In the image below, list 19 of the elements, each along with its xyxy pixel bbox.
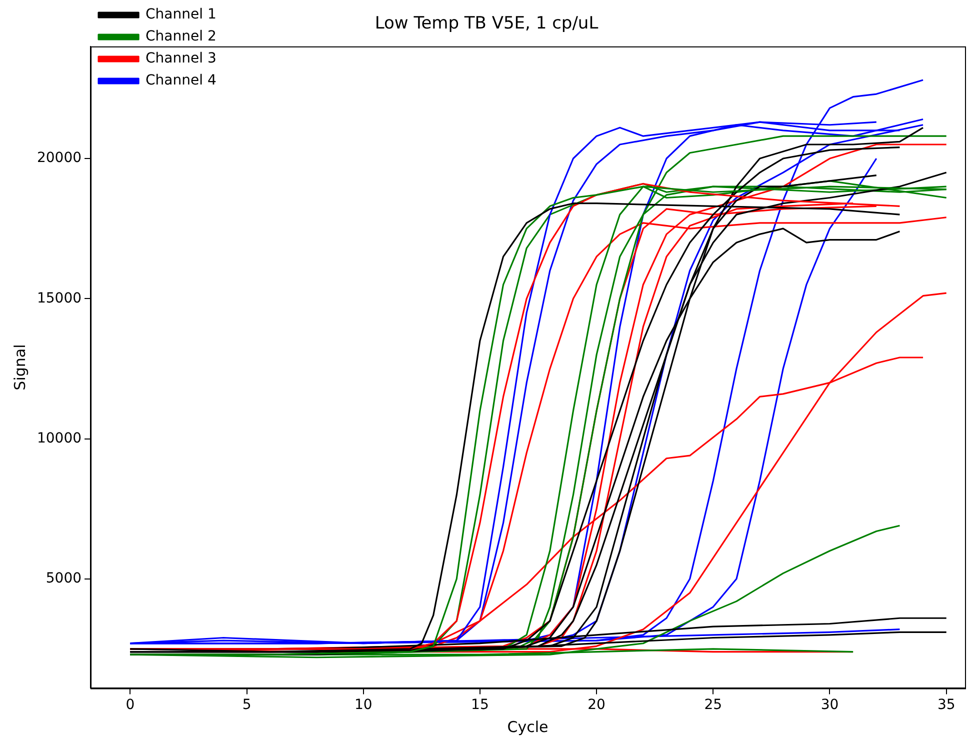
y-tick-label: 15000 [36, 290, 82, 306]
x-tick-label: 0 [126, 697, 135, 714]
x-tick-label: 5 [242, 697, 252, 714]
chart-title: Low Temp TB V5E, 1 cp/uL [374, 14, 599, 34]
legend-label: Channel 1 [146, 6, 216, 23]
x-axis-title: Cycle [507, 718, 548, 736]
x-tick-label: 35 [937, 697, 956, 714]
x-tick-label: 20 [588, 697, 606, 714]
legend-label: Channel 4 [146, 72, 216, 89]
x-tick-label: 10 [354, 697, 372, 714]
x-tick-label: 30 [820, 697, 839, 714]
legend-label: Channel 3 [146, 50, 216, 67]
y-tick-label: 10000 [36, 430, 82, 446]
x-tick-label: 15 [471, 697, 489, 714]
x-tick-label: 25 [704, 697, 722, 714]
y-tick-label: 20000 [36, 150, 82, 166]
legend-label: Channel 2 [146, 28, 216, 45]
y-tick-label: 5000 [46, 570, 82, 587]
y-axis-title: Signal [10, 344, 29, 390]
